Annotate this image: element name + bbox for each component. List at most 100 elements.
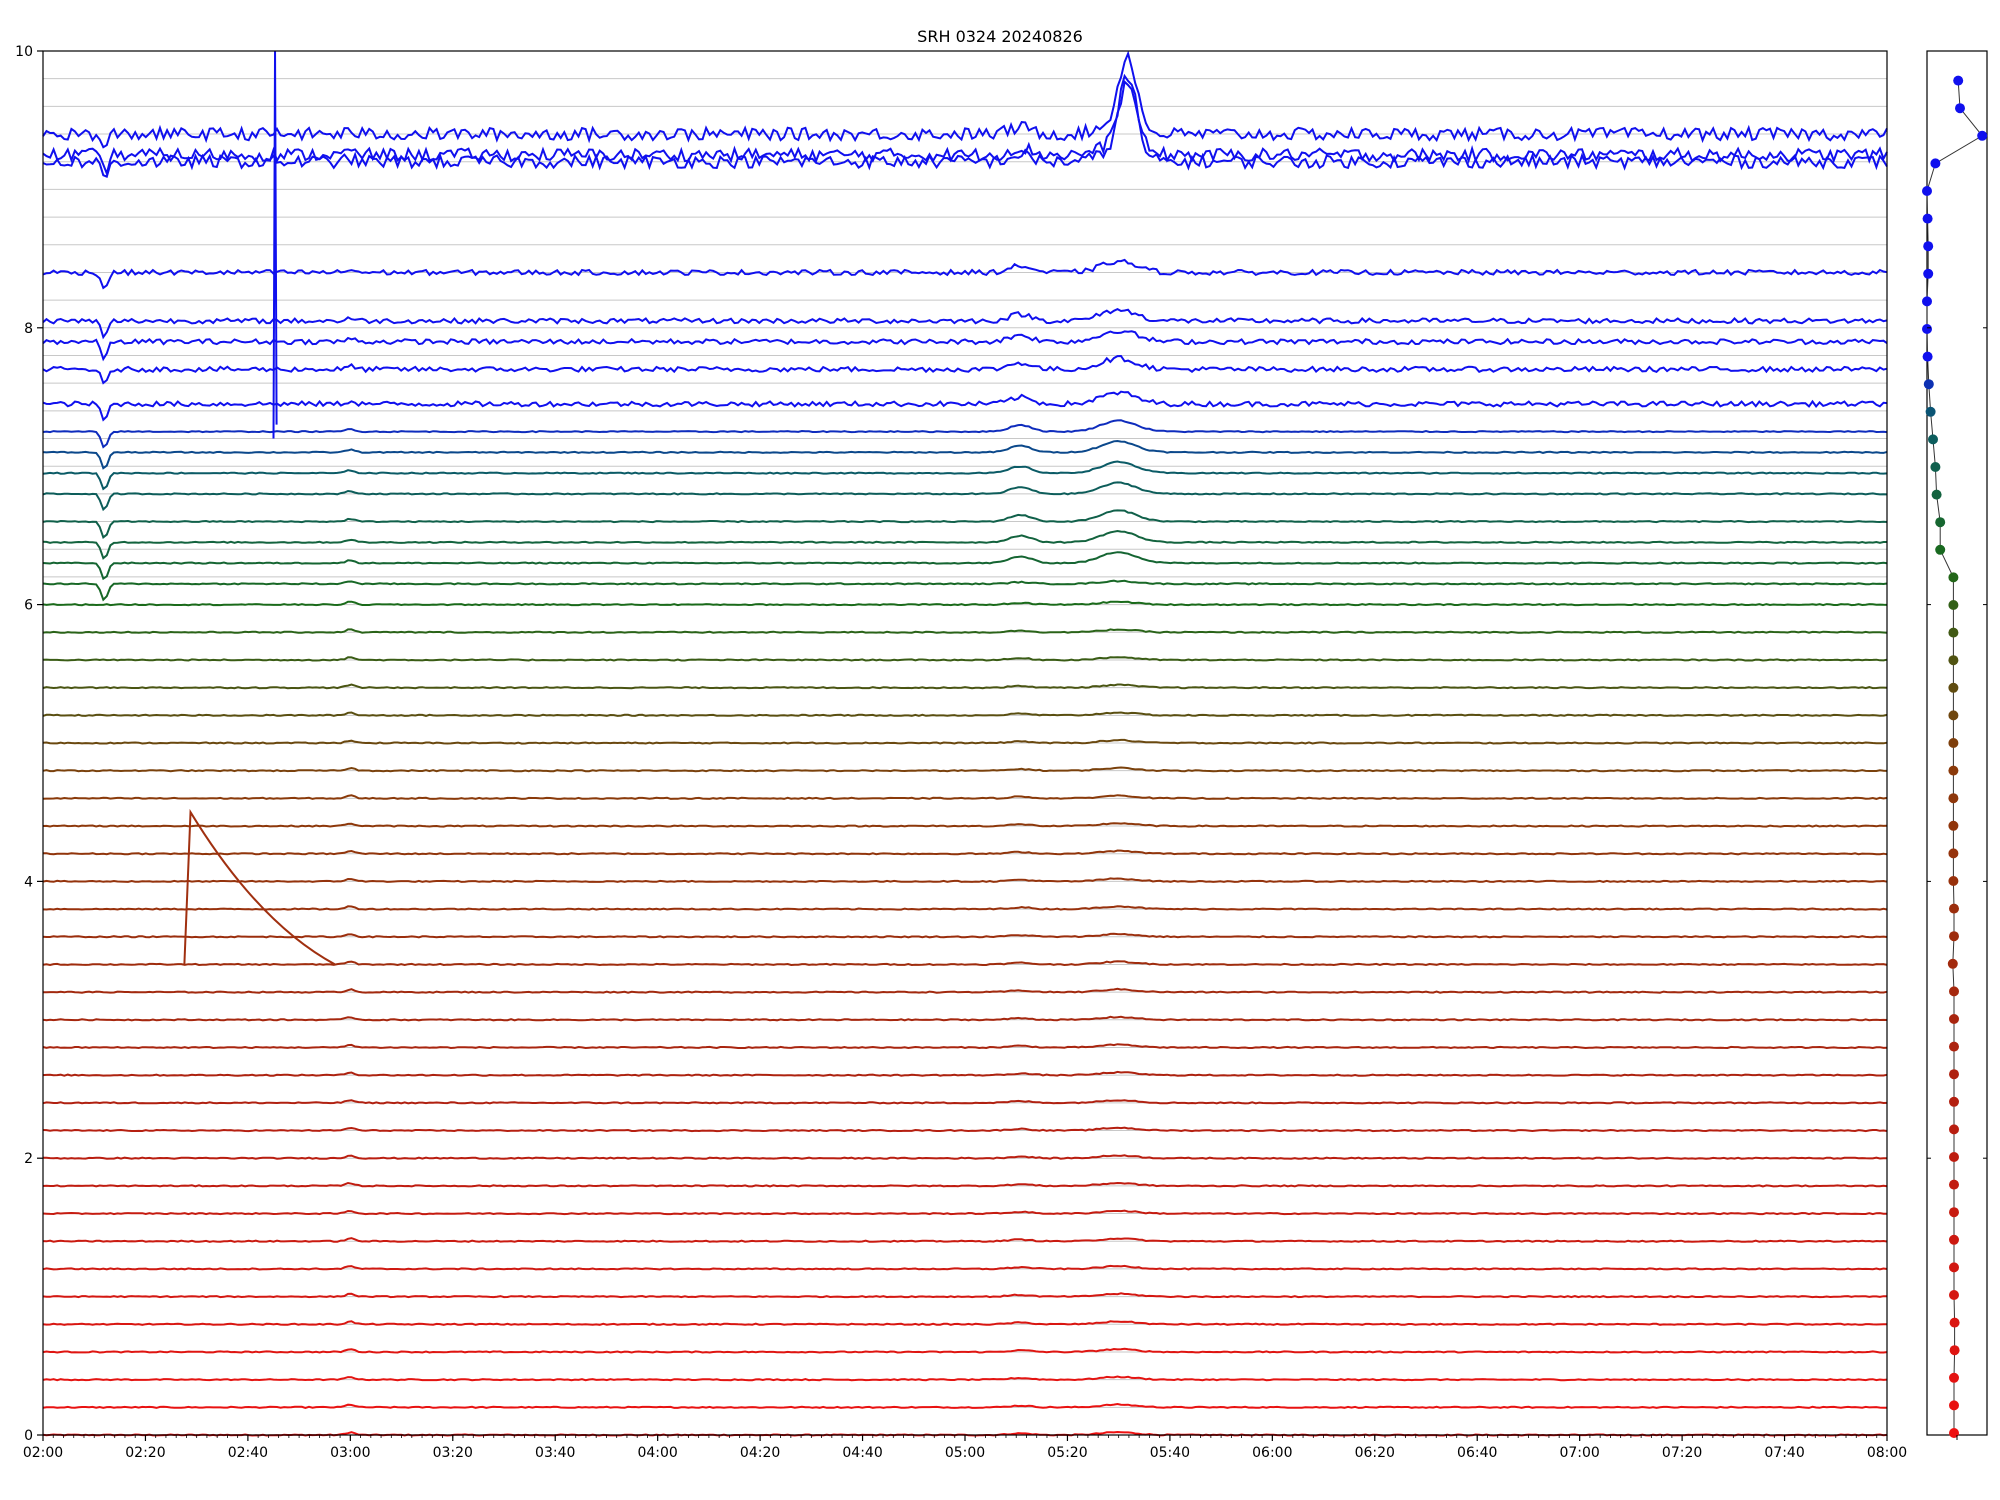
series-line bbox=[42, 439, 1888, 470]
side-point bbox=[1948, 600, 1959, 610]
side-point bbox=[1949, 1179, 1959, 1190]
series-line bbox=[42, 822, 1888, 828]
side-point bbox=[1948, 848, 1959, 859]
series-line bbox=[42, 307, 1888, 340]
series-line bbox=[42, 849, 1888, 856]
side-point bbox=[1949, 986, 1959, 997]
side-point bbox=[1949, 1014, 1959, 1024]
side-point bbox=[1949, 931, 1959, 942]
x-tick-label: 03:20 bbox=[433, 1445, 473, 1461]
side-point bbox=[1948, 572, 1959, 583]
series-line bbox=[42, 509, 1888, 539]
side-point bbox=[1948, 876, 1959, 886]
series-line bbox=[42, 1237, 1888, 1243]
series-line bbox=[42, 600, 1888, 607]
y-tick-label: 0 bbox=[24, 1428, 33, 1444]
series-line bbox=[42, 330, 1888, 362]
x-tick-label: 07:40 bbox=[1764, 1445, 1804, 1461]
side-point bbox=[1949, 1234, 1959, 1245]
side-line bbox=[1926, 80, 1983, 1433]
side-point bbox=[1930, 462, 1941, 472]
series-line bbox=[42, 1099, 1888, 1105]
series-line bbox=[42, 711, 1888, 717]
x-tick-label: 04:40 bbox=[842, 1445, 882, 1461]
series-line bbox=[42, 1126, 1888, 1133]
series-line bbox=[42, 1292, 1887, 1299]
series-line bbox=[42, 529, 1887, 560]
side-point bbox=[1922, 186, 1932, 196]
side-point bbox=[1948, 682, 1959, 693]
side-point bbox=[1949, 1124, 1959, 1135]
event-spike bbox=[272, 50, 278, 439]
x-tick-label: 03:00 bbox=[330, 1445, 370, 1461]
y-tick-label: 8 bbox=[24, 321, 33, 337]
x-tick-label: 05:00 bbox=[945, 1445, 985, 1461]
series-line bbox=[42, 460, 1888, 491]
series-line bbox=[42, 877, 1888, 884]
series-line bbox=[42, 79, 1888, 178]
side-point bbox=[1948, 655, 1959, 666]
series-line bbox=[42, 1375, 1888, 1382]
series-layer bbox=[42, 50, 1888, 1437]
series-line bbox=[42, 738, 1888, 745]
series-line bbox=[42, 1402, 1887, 1409]
side-point bbox=[1949, 1317, 1960, 1328]
side-point bbox=[1949, 1041, 1959, 1052]
series-line bbox=[42, 766, 1888, 773]
side-point bbox=[1949, 1096, 1959, 1107]
series-line bbox=[42, 258, 1888, 290]
x-tick-label: 04:00 bbox=[637, 1445, 677, 1461]
side-point bbox=[1948, 793, 1959, 804]
side-point bbox=[1923, 379, 1934, 390]
side-point bbox=[1948, 627, 1959, 638]
side-point bbox=[1931, 489, 1942, 500]
series-line bbox=[42, 932, 1888, 939]
series-line bbox=[42, 1070, 1888, 1077]
series-line bbox=[42, 481, 1888, 512]
y-tick-label: 10 bbox=[15, 44, 33, 60]
side-point bbox=[1923, 241, 1934, 252]
y-tick-label: 4 bbox=[24, 874, 33, 890]
side-point bbox=[1935, 517, 1946, 528]
series-line bbox=[42, 960, 1888, 967]
side-point bbox=[1949, 1372, 1959, 1383]
chart-title: SRH 0324 20240826 bbox=[917, 27, 1083, 46]
series-line bbox=[42, 628, 1888, 634]
series-line bbox=[42, 1209, 1888, 1216]
axes-layer: 0 2 4 6 8 10 02:00 02:20 02:40 03:00 03:20 03:40 04:… bbox=[15, 44, 1907, 1461]
series-line bbox=[42, 354, 1888, 385]
x-tick-label: 06:40 bbox=[1457, 1445, 1497, 1461]
side-point bbox=[1949, 1400, 1959, 1411]
side-point bbox=[1949, 1262, 1959, 1273]
series-line bbox=[42, 1264, 1888, 1271]
side-point bbox=[1949, 1152, 1959, 1162]
side-point bbox=[1949, 903, 1959, 914]
side-point bbox=[1949, 1290, 1959, 1300]
series-line bbox=[42, 390, 1888, 422]
side-point bbox=[1928, 434, 1938, 445]
series-line bbox=[43, 987, 1888, 994]
side-point bbox=[1977, 130, 1988, 141]
series-line bbox=[42, 419, 1888, 449]
side-panel bbox=[1922, 50, 1988, 1440]
side-point bbox=[1922, 351, 1933, 362]
series-line bbox=[42, 656, 1888, 662]
side-point bbox=[1953, 75, 1964, 86]
x-tick-label: 02:00 bbox=[23, 1445, 63, 1461]
x-tick-label: 05:40 bbox=[1150, 1445, 1190, 1461]
series-line bbox=[42, 579, 1888, 602]
side-point bbox=[1949, 1345, 1960, 1356]
y-tick-label: 6 bbox=[24, 598, 33, 614]
event-decay bbox=[183, 808, 336, 966]
x-tick-label: 03:40 bbox=[535, 1445, 575, 1461]
x-tick-label: 07:00 bbox=[1559, 1445, 1599, 1461]
side-point bbox=[1948, 820, 1959, 831]
side-point bbox=[1922, 213, 1933, 224]
series-line bbox=[42, 1015, 1888, 1022]
x-tick-label: 02:40 bbox=[228, 1445, 268, 1461]
side-point bbox=[1948, 738, 1959, 748]
series-line bbox=[42, 905, 1888, 911]
series-line bbox=[42, 1320, 1887, 1326]
